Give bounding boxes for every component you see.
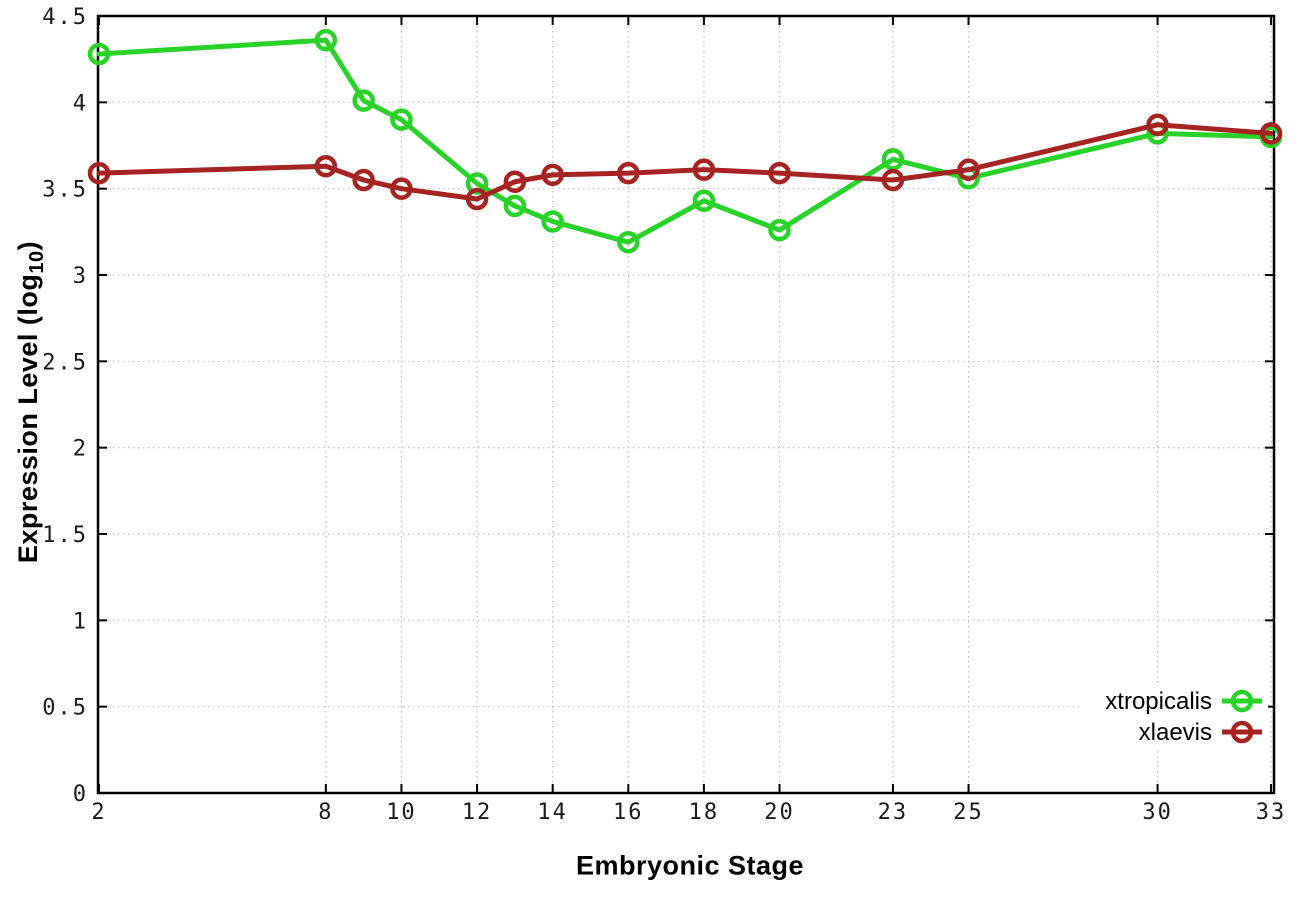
series-line-xlaevis: [96, 122, 1274, 202]
data-point-xtropicalis: [352, 89, 375, 112]
y-tick-label: 3.5: [42, 178, 88, 203]
data-point-xtropicalis: [465, 172, 489, 195]
data-point-xtropicalis: [87, 42, 111, 66]
data-point-xlaevis: [957, 158, 980, 181]
x-tick-label: 25: [953, 800, 984, 825]
y-tick-label: 1: [73, 609, 88, 634]
x-tick-label: 2: [91, 800, 106, 825]
x-axis-title: Embryonic Stage: [575, 850, 805, 881]
data-point-xlaevis: [768, 161, 791, 185]
y-tick-label: 2: [73, 437, 88, 462]
x-tick-label: 16: [613, 800, 644, 825]
x-tick-label: 8: [318, 800, 333, 825]
data-point-xlaevis: [881, 168, 905, 192]
data-point-xlaevis: [390, 177, 413, 200]
data-point-xtropicalis: [314, 28, 338, 52]
y-tick-label: 1.5: [42, 523, 88, 548]
x-tick-label: 30: [1142, 800, 1173, 825]
data-point-xtropicalis: [541, 210, 564, 233]
y-axis-title: Expression Level (log10): [13, 241, 49, 563]
data-point-xtropicalis: [503, 194, 527, 218]
x-tick-label: 10: [386, 800, 417, 825]
data-point-xlaevis: [503, 170, 527, 194]
data-point-xlaevis: [314, 154, 338, 178]
data-point-xlaevis: [617, 161, 640, 185]
legend-label-xtropicalis: xtropicalis: [1105, 688, 1212, 715]
y-tick-label: 3: [73, 264, 88, 289]
data-point-xlaevis: [1259, 122, 1283, 145]
data-point-xlaevis: [541, 163, 564, 187]
y-axis-title-subscript: 10: [26, 250, 48, 274]
y-tick-label: 0.5: [42, 696, 88, 721]
y-tick-label: 4.5: [42, 5, 88, 30]
data-point-xlaevis: [352, 168, 375, 192]
data-point-xlaevis: [1146, 113, 1169, 137]
x-tick-label: 18: [689, 800, 720, 825]
y-axis-title-suffix: ): [13, 240, 43, 251]
x-tick-label: 23: [878, 800, 909, 825]
legend-marker-xlaevis: [1230, 720, 1254, 744]
data-point-xlaevis: [87, 161, 111, 185]
data-point-xtropicalis: [768, 218, 791, 242]
x-tick-label: 20: [764, 800, 795, 825]
y-tick-label: 2.5: [42, 350, 88, 375]
data-point-xlaevis: [692, 158, 716, 181]
y-tick-label: 4: [73, 91, 88, 116]
x-tick-label: 14: [537, 800, 568, 825]
y-axis-title-text: Expression Level (log: [13, 273, 43, 564]
y-tick-label: 0: [73, 782, 88, 807]
data-point-xlaevis: [465, 187, 489, 211]
data-point-xtropicalis: [881, 148, 905, 171]
data-point-xtropicalis: [390, 108, 413, 131]
data-point-xtropicalis: [617, 230, 640, 254]
legend-label-xlaevis: xlaevis: [1139, 719, 1212, 746]
x-tick-label: 12: [462, 800, 493, 825]
plot-border: [96, 14, 1276, 795]
legend-marker-xtropicalis: [1230, 689, 1254, 713]
data-point-xtropicalis: [692, 189, 716, 213]
x-tick-label: 33: [1256, 800, 1287, 825]
